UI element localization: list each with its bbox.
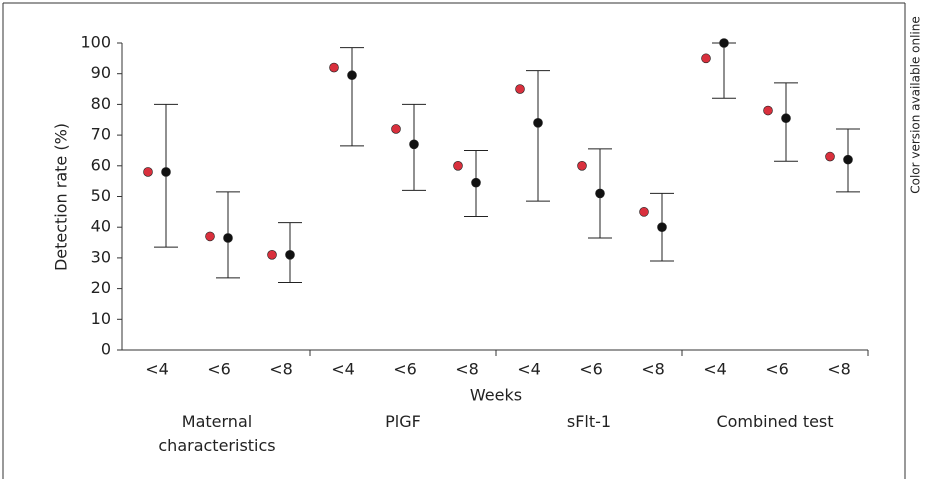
- x-tick-label: <8: [269, 360, 293, 379]
- group-label: sFlt-1: [566, 412, 612, 431]
- y-tick-label: 70: [91, 125, 111, 144]
- point: [223, 233, 233, 243]
- point: [595, 188, 605, 199]
- x-tick-label: <4: [703, 360, 727, 379]
- x-tick-label: <8: [827, 360, 851, 379]
- point: [347, 70, 357, 81]
- point: [471, 177, 481, 188]
- point: [391, 124, 401, 134]
- group-label: Combined test: [716, 412, 834, 431]
- point: [267, 250, 277, 260]
- y-tick-label: 20: [91, 278, 111, 297]
- point: [205, 231, 215, 242]
- y-tick-label: 50: [91, 186, 111, 205]
- x-tick-label: <6: [579, 360, 603, 379]
- point: [657, 222, 667, 232]
- point: [409, 139, 419, 150]
- point: [329, 62, 339, 73]
- point: [843, 154, 853, 165]
- group-label: Maternal characteristics: [158, 412, 276, 455]
- y-tick-label: 30: [91, 247, 111, 266]
- y-tick-label: 80: [91, 94, 111, 113]
- point: [453, 161, 463, 171]
- point: [515, 84, 525, 94]
- point: [719, 38, 729, 48]
- group-label: PlGF: [385, 412, 421, 431]
- y-tick-label: 100: [80, 33, 111, 52]
- side-note: Color version available online: [909, 16, 923, 194]
- x-tick-label: <6: [765, 360, 789, 379]
- x-tick-label: <6: [393, 360, 417, 379]
- y-tick-label: 90: [91, 63, 111, 82]
- point: [285, 250, 295, 260]
- point: [577, 161, 587, 171]
- x-axis-label: Weeks: [470, 386, 522, 405]
- point: [533, 118, 543, 128]
- x-tick-label: <8: [455, 360, 479, 379]
- y-tick-label: 10: [91, 309, 111, 328]
- point: [763, 105, 773, 116]
- y-tick-label: 60: [91, 155, 111, 174]
- point: [825, 151, 835, 162]
- y-axis-label: Detection rate (%): [52, 123, 71, 271]
- point: [639, 207, 649, 217]
- point: [781, 113, 791, 124]
- x-tick-label: <4: [331, 360, 355, 379]
- y-tick-label: 40: [91, 217, 111, 236]
- x-tick-label: <6: [207, 360, 231, 379]
- y-tick-label: 0: [101, 340, 111, 359]
- x-tick-label: <8: [641, 360, 665, 379]
- point: [161, 167, 171, 177]
- point: [701, 53, 711, 64]
- point: [143, 167, 153, 177]
- x-tick-label: <4: [517, 360, 541, 379]
- x-tick-label: <4: [145, 360, 169, 379]
